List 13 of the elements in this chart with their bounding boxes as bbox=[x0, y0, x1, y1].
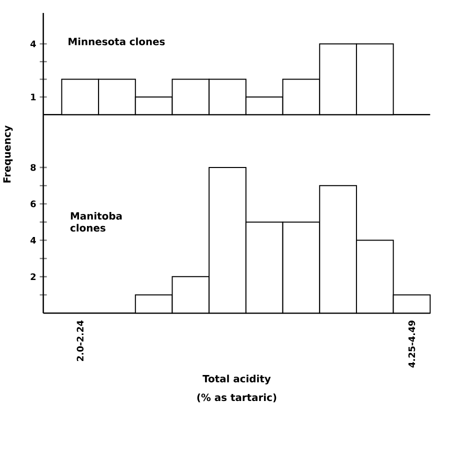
text: Minnesota clones bbox=[68, 38, 165, 46]
y-tick-label: 6 bbox=[30, 200, 36, 208]
y-tick-label: 1 bbox=[31, 94, 36, 100]
y-axis-title: Frequency bbox=[3, 126, 13, 183]
y-tick-label: 4 bbox=[30, 237, 36, 244]
text: Manitoba clones bbox=[70, 212, 122, 232]
y-tick-label: 2 bbox=[30, 274, 36, 280]
y-tick-label: 4 bbox=[30, 40, 36, 48]
x-tick-label: 2.0-2.24 bbox=[76, 320, 84, 362]
text: (% as tartaric) bbox=[197, 394, 276, 402]
y-tick-label: 8 bbox=[30, 164, 36, 172]
x-axis-title: Total acidity bbox=[202, 374, 271, 385]
x-tick-label: 4.25-4.49 bbox=[408, 320, 416, 368]
